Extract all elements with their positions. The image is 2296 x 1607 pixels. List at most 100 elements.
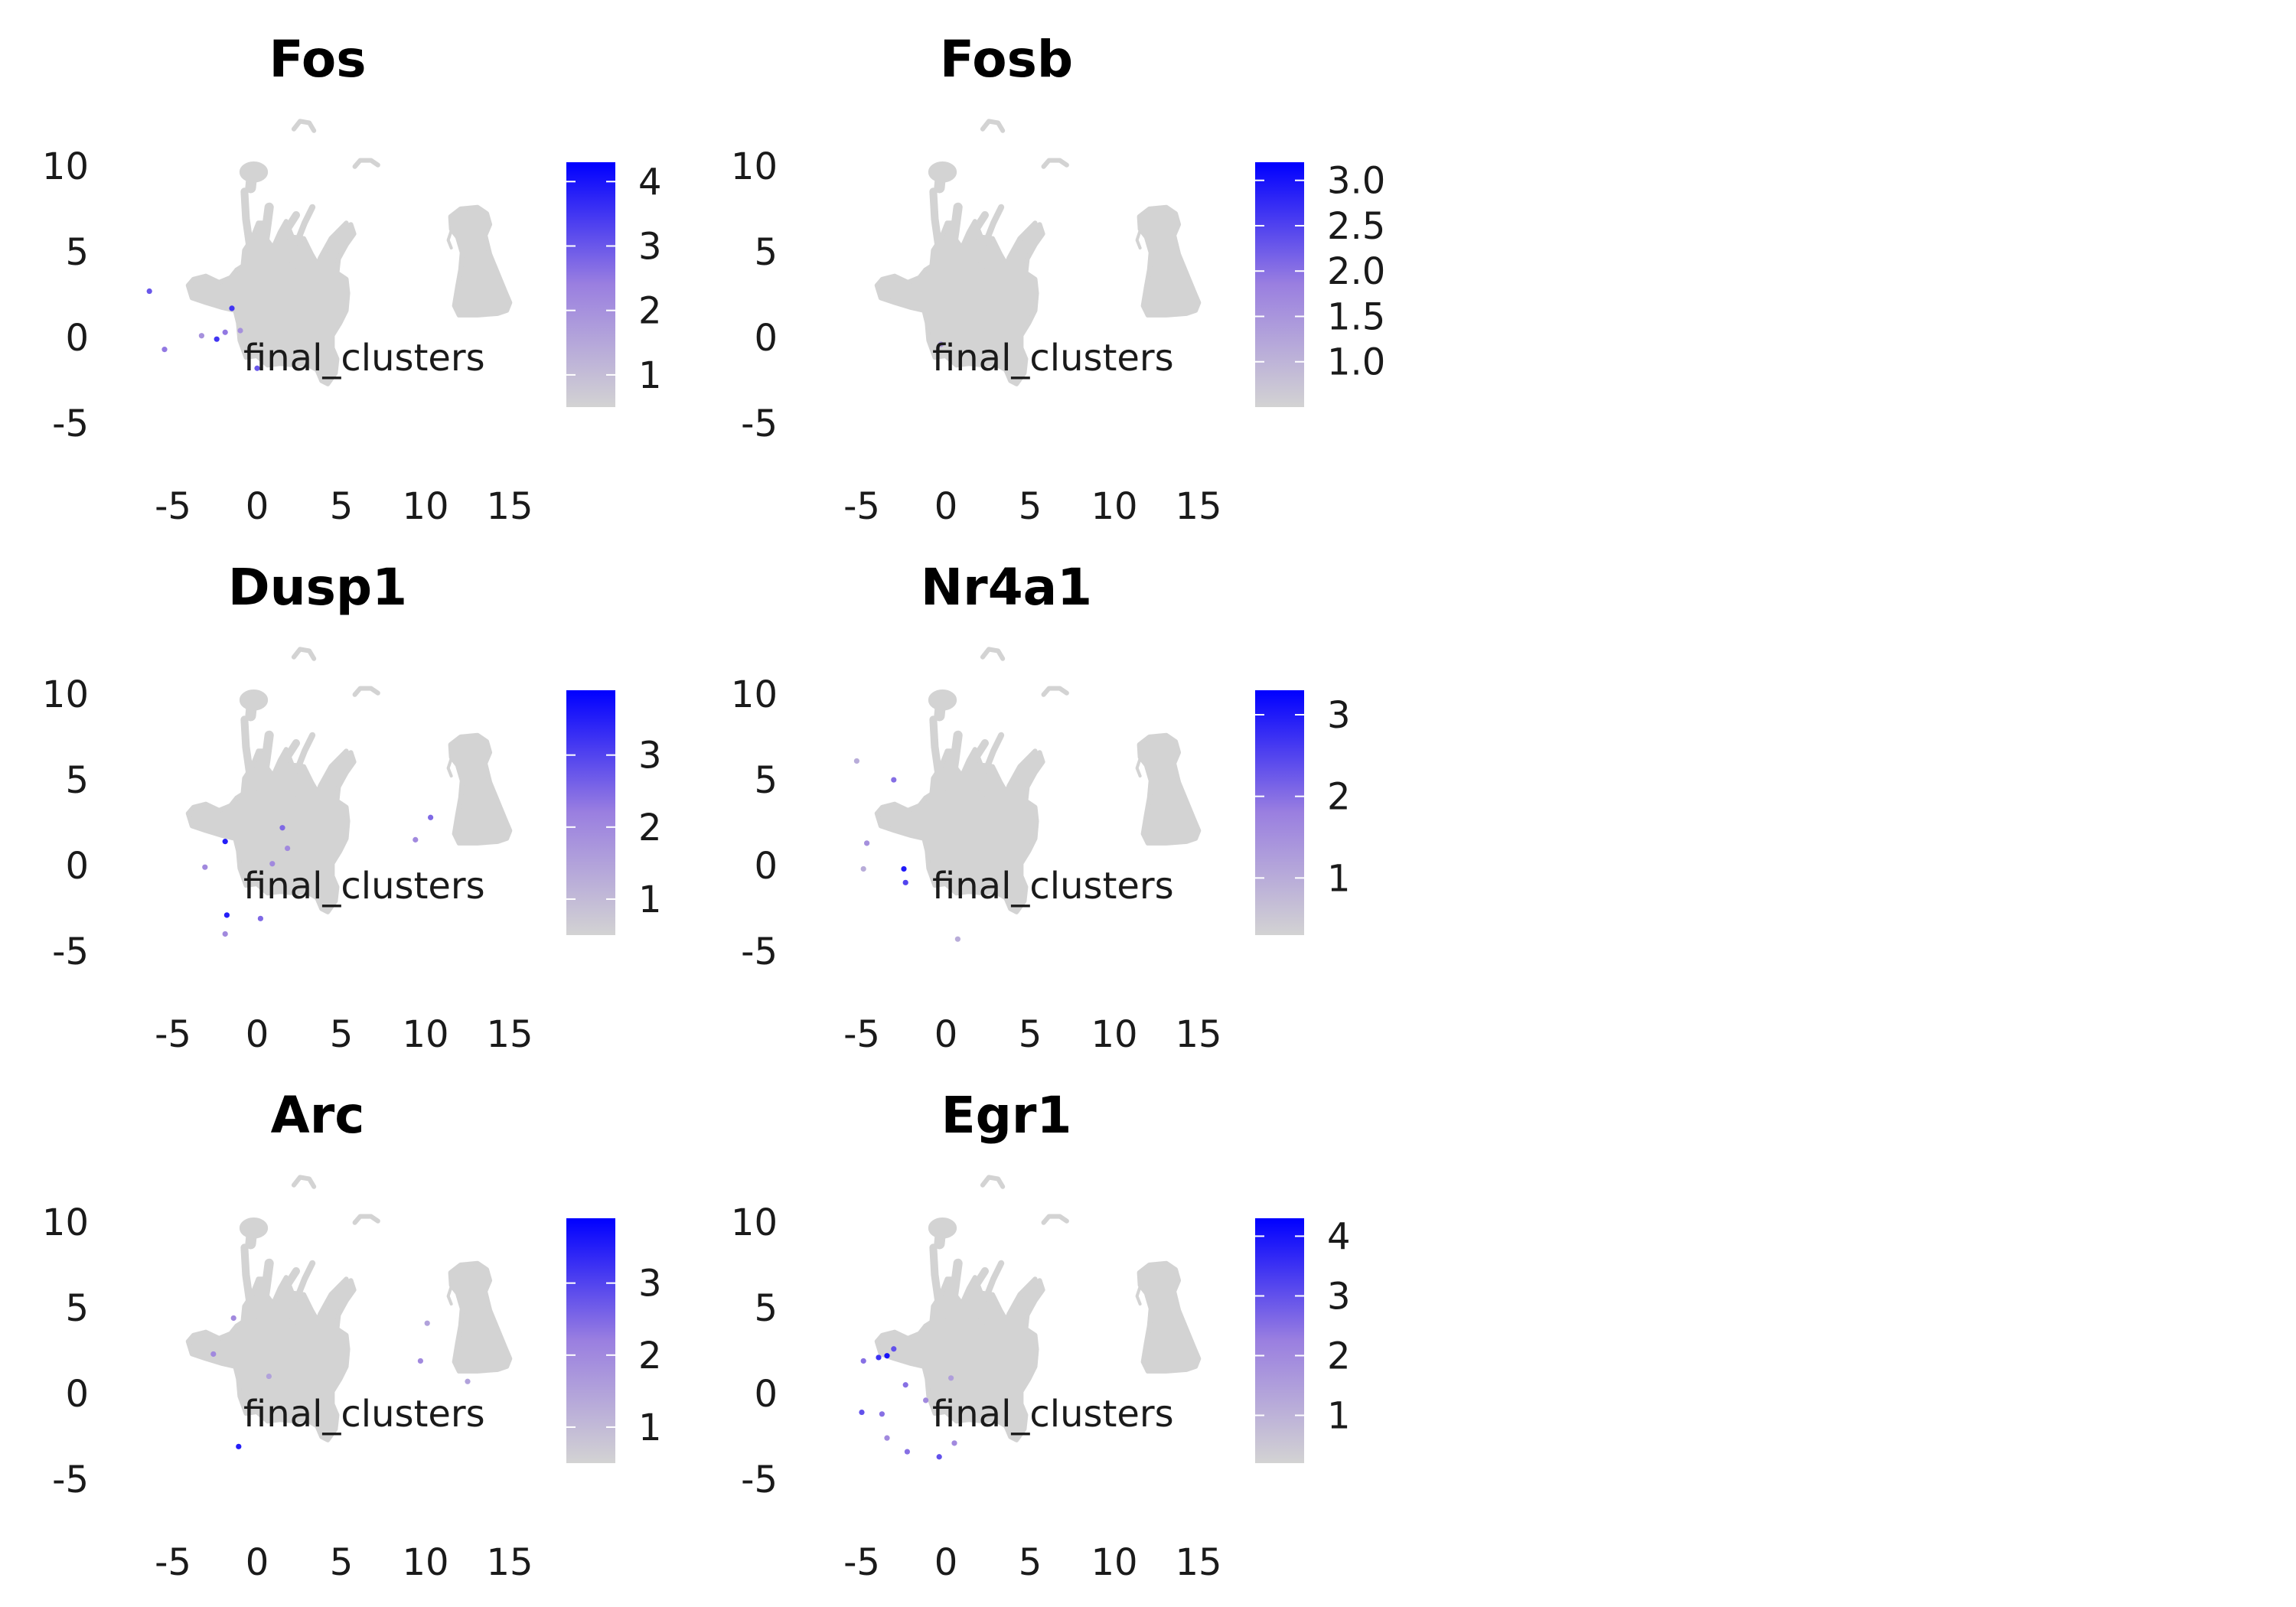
panel-title: Fosb <box>940 30 1073 89</box>
expressing-point <box>923 1397 929 1403</box>
x-tick-label: 15 <box>1175 1013 1221 1056</box>
x-tick-label: 10 <box>1091 485 1137 528</box>
expressing-point <box>146 288 152 295</box>
y-tick-label: 10 <box>42 673 89 716</box>
y-tick-label: 5 <box>65 759 89 802</box>
colorbar <box>1255 1218 1304 1463</box>
y-tick-label: 0 <box>65 845 89 888</box>
cluster-annotation: final_clusters <box>243 337 485 380</box>
colorbar-tick-label: 1 <box>638 878 662 921</box>
panel-egr1: Egr1 -5 0 5 10 15 10 5 0 -5 final_clusters 1 2 3 4 <box>731 1086 1351 1584</box>
colorbar-tick-label: 3 <box>1327 694 1351 737</box>
y-tick-label: 10 <box>731 673 778 716</box>
x-tick-label: 10 <box>402 1541 448 1584</box>
expressing-point <box>853 758 859 764</box>
y-tick-label: 10 <box>731 1201 778 1244</box>
y-tick-label: -5 <box>52 1459 89 1501</box>
x-tick-label: 0 <box>934 485 958 528</box>
colorbar-tick-label: 4 <box>638 161 662 204</box>
colorbar <box>566 1218 615 1463</box>
expressing-point <box>860 1358 866 1364</box>
x-tick-label: -5 <box>155 1013 191 1056</box>
expressing-point <box>237 328 243 334</box>
y-tick-label: -5 <box>52 931 89 973</box>
panel-arc: Arc -5 0 5 10 15 10 5 0 -5 final_clusters 1 2 3 <box>42 1086 662 1584</box>
y-tick-label: 5 <box>65 231 89 274</box>
expressing-point <box>413 836 419 843</box>
panel-title: Egr1 <box>941 1086 1072 1145</box>
expressing-point <box>214 336 220 342</box>
y-tick-label: 10 <box>42 1201 89 1244</box>
expressing-point <box>901 865 907 872</box>
panel-title: Nr4a1 <box>921 558 1092 617</box>
x-tick-label: -5 <box>155 485 191 528</box>
colorbar <box>1255 162 1304 407</box>
colorbar-tick-label: 3 <box>638 1263 662 1305</box>
panel-dusp1: Dusp1 -5 0 5 10 15 10 5 0 -5 final_clusters 1 2 3 <box>42 558 662 1056</box>
cluster-annotation: final_clusters <box>243 865 485 908</box>
expressing-point <box>860 865 866 872</box>
x-tick-label: 10 <box>1091 1541 1137 1584</box>
x-tick-label: 5 <box>330 1013 354 1056</box>
cluster-annotation: final_clusters <box>243 1393 485 1436</box>
colorbar-tick-label: 2.0 <box>1327 250 1385 293</box>
y-tick-label: -5 <box>741 403 778 445</box>
expressing-point <box>891 1346 897 1352</box>
x-tick-label: 0 <box>246 1013 269 1056</box>
expressing-point <box>202 864 208 870</box>
colorbar-tick-label: 1 <box>1327 857 1351 900</box>
x-tick-label: -5 <box>843 1541 880 1584</box>
expressing-point <box>902 879 908 885</box>
panel-title: Arc <box>271 1086 365 1145</box>
expressing-point <box>285 845 291 852</box>
x-tick-label: 0 <box>934 1013 958 1056</box>
expressing-point <box>279 825 285 831</box>
expressing-point <box>230 1315 236 1322</box>
y-tick-label: 0 <box>754 845 778 888</box>
expressing-point <box>902 1382 908 1388</box>
x-tick-label: 0 <box>934 1541 958 1584</box>
expressing-point <box>859 1409 865 1416</box>
y-tick-label: 0 <box>65 317 89 360</box>
colorbar <box>566 162 615 407</box>
colorbar-tick-label: 4 <box>1327 1215 1351 1258</box>
x-tick-label: 15 <box>486 1541 533 1584</box>
x-tick-label: 5 <box>330 485 354 528</box>
expressing-point <box>884 1353 890 1359</box>
expressing-point <box>891 777 897 783</box>
expressing-point <box>222 931 228 937</box>
x-tick-label: 5 <box>1019 1541 1042 1584</box>
expressing-point <box>465 1378 471 1384</box>
colorbar-tick-label: 1.0 <box>1327 341 1385 384</box>
x-tick-label: 5 <box>1019 1013 1042 1056</box>
panel-fos: Fos -5 0 5 10 15 10 5 0 -5 final_clusters 1 2 3 4 <box>42 30 662 528</box>
y-tick-label: 0 <box>65 1373 89 1416</box>
y-tick-label: -5 <box>741 931 778 973</box>
expressing-point <box>936 1454 942 1460</box>
y-tick-label: -5 <box>52 403 89 445</box>
cluster-annotation: final_clusters <box>932 1393 1174 1436</box>
x-tick-label: 15 <box>1175 485 1221 528</box>
x-tick-label: 10 <box>1091 1013 1137 1056</box>
x-tick-label: 10 <box>402 485 448 528</box>
x-tick-label: 5 <box>330 1541 354 1584</box>
expressing-point <box>876 1354 882 1361</box>
expressing-point <box>210 1351 217 1358</box>
y-tick-label: 10 <box>731 145 778 188</box>
expressing-point <box>223 912 230 918</box>
expressing-point <box>938 341 944 347</box>
expressing-point <box>879 1411 885 1417</box>
expressing-point <box>417 1358 424 1364</box>
expressing-point <box>254 365 260 371</box>
panel-title: Fos <box>269 30 366 89</box>
y-tick-label: 0 <box>754 317 778 360</box>
colorbar-tick-label: 2 <box>638 1335 662 1377</box>
x-tick-label: -5 <box>843 485 880 528</box>
expressing-point <box>864 840 870 846</box>
colorbar-tick-label: 3 <box>638 225 662 268</box>
expressing-point <box>257 915 263 921</box>
expressing-point <box>948 1375 954 1381</box>
colorbar-tick-label: 1.5 <box>1327 295 1385 338</box>
